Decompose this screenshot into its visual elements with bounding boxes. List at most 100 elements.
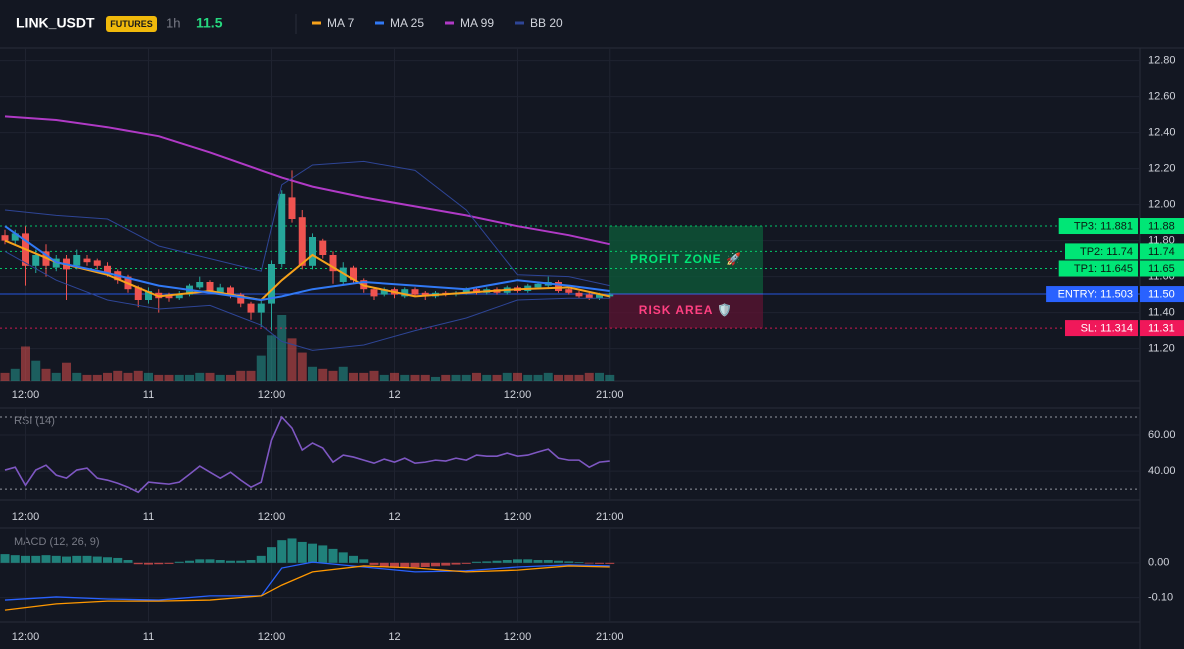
volume-bar — [564, 374, 574, 381]
histogram-bar — [92, 556, 102, 563]
histogram-bar — [103, 557, 112, 563]
histogram-bar — [62, 556, 71, 563]
legend-label: MA 25 — [390, 16, 424, 30]
volume-bar — [123, 372, 133, 381]
histogram-bar — [72, 555, 82, 563]
legend-label: MA 99 — [460, 16, 494, 30]
volume-bar — [513, 372, 522, 381]
x-tick-label: 11 — [143, 511, 154, 523]
volume-bar — [554, 374, 563, 381]
interval[interactable]: 1h — [166, 15, 180, 30]
x-tick-label: 12:00 — [12, 511, 40, 523]
candle-body — [575, 292, 583, 297]
volume-bar — [605, 374, 615, 381]
level-tag: TP3: 11.881 — [1074, 220, 1133, 232]
volume-bar — [174, 374, 184, 381]
legend-label: BB 20 — [530, 16, 563, 30]
volume-bar — [205, 372, 215, 381]
level-tag: ENTRY: 11.503 — [1058, 288, 1133, 300]
volume-bar — [226, 374, 235, 381]
y-tick-label: -0.10 — [1148, 592, 1173, 604]
y-tick-label: 12.80 — [1148, 55, 1176, 67]
histogram-bar — [482, 561, 492, 563]
histogram-bar — [226, 560, 235, 563]
volume-bar — [502, 372, 512, 381]
volume-bar — [482, 374, 492, 381]
price-tag-bg — [1140, 286, 1184, 303]
x-tick-label: 12:00 — [12, 631, 40, 643]
histogram-bar — [41, 555, 51, 563]
candle-body — [268, 264, 275, 304]
price-tag: 11.50 — [1148, 288, 1175, 300]
candle-body — [288, 197, 296, 219]
volume-bar — [595, 372, 604, 381]
level-tag-bg — [1065, 320, 1138, 337]
x-tick-label: 21:00 — [596, 389, 624, 401]
candle-body — [206, 282, 214, 291]
candle-body — [370, 289, 378, 297]
histogram-bar — [584, 562, 594, 564]
candle-body — [93, 260, 101, 266]
volume-bar — [21, 346, 30, 381]
volume-bar — [154, 374, 164, 381]
volume-bar — [0, 372, 10, 381]
volume-bar — [533, 374, 543, 381]
y-tick-label: 40.00 — [1148, 465, 1176, 477]
histogram-bar — [431, 562, 440, 567]
price-tag: 11.74 — [1148, 246, 1175, 258]
histogram-bar — [564, 561, 574, 563]
candle-body — [309, 237, 316, 266]
histogram-bar — [400, 562, 410, 569]
volume-bar — [246, 370, 256, 381]
y-tick-label: 11.40 — [1148, 307, 1175, 319]
volume-bar — [92, 374, 102, 381]
candle-body — [104, 265, 111, 273]
volume-bar — [584, 372, 594, 381]
volume-bar — [82, 374, 92, 381]
candle-body — [565, 289, 573, 293]
histogram-bar — [287, 538, 297, 563]
volume-bar — [195, 372, 205, 381]
price-tag-bg — [1140, 218, 1184, 235]
x-tick-label: 12 — [388, 389, 400, 401]
histogram-bar — [267, 547, 276, 563]
ma-line — [4, 115, 610, 246]
x-tick-label: 12 — [388, 631, 400, 643]
histogram-bar — [215, 560, 225, 563]
ma-line — [4, 225, 610, 302]
x-tick-label: 11 — [143, 389, 154, 401]
candle-body — [237, 294, 245, 304]
histogram-bar — [246, 560, 256, 563]
volume-bar — [349, 372, 358, 381]
level-tag-bg — [1058, 260, 1138, 277]
histogram-bar — [369, 562, 379, 565]
y-tick-label: 0.00 — [1148, 557, 1169, 569]
volume-bar — [410, 374, 420, 381]
histogram-bar — [10, 555, 20, 563]
histogram-bar — [441, 562, 451, 566]
price-tag: 11.31 — [1148, 322, 1175, 334]
x-tick-label: 21:00 — [596, 511, 624, 523]
histogram-bar — [174, 561, 184, 563]
candle-body — [175, 294, 183, 299]
histogram-bar — [574, 562, 584, 563]
histogram-bar — [349, 555, 358, 563]
candle-body — [350, 267, 357, 281]
volume-bar — [359, 372, 369, 381]
histogram-bar — [390, 562, 399, 568]
y-tick-label: 12.40 — [1148, 127, 1176, 139]
volume-bar — [431, 376, 440, 381]
candle-body — [298, 217, 306, 266]
level-tag: TP2: 11.74 — [1080, 246, 1133, 258]
volume-bar — [144, 372, 153, 381]
symbol[interactable]: LINK_USDT — [16, 15, 95, 31]
histogram-bar — [420, 562, 430, 567]
volume-bar — [10, 368, 20, 381]
zone — [609, 226, 763, 295]
histogram-bar — [195, 559, 205, 563]
macd-line — [4, 561, 610, 601]
histogram-bar — [297, 541, 307, 563]
histogram-bar — [605, 562, 615, 564]
candle-body — [73, 255, 81, 266]
candle-body — [319, 240, 327, 255]
